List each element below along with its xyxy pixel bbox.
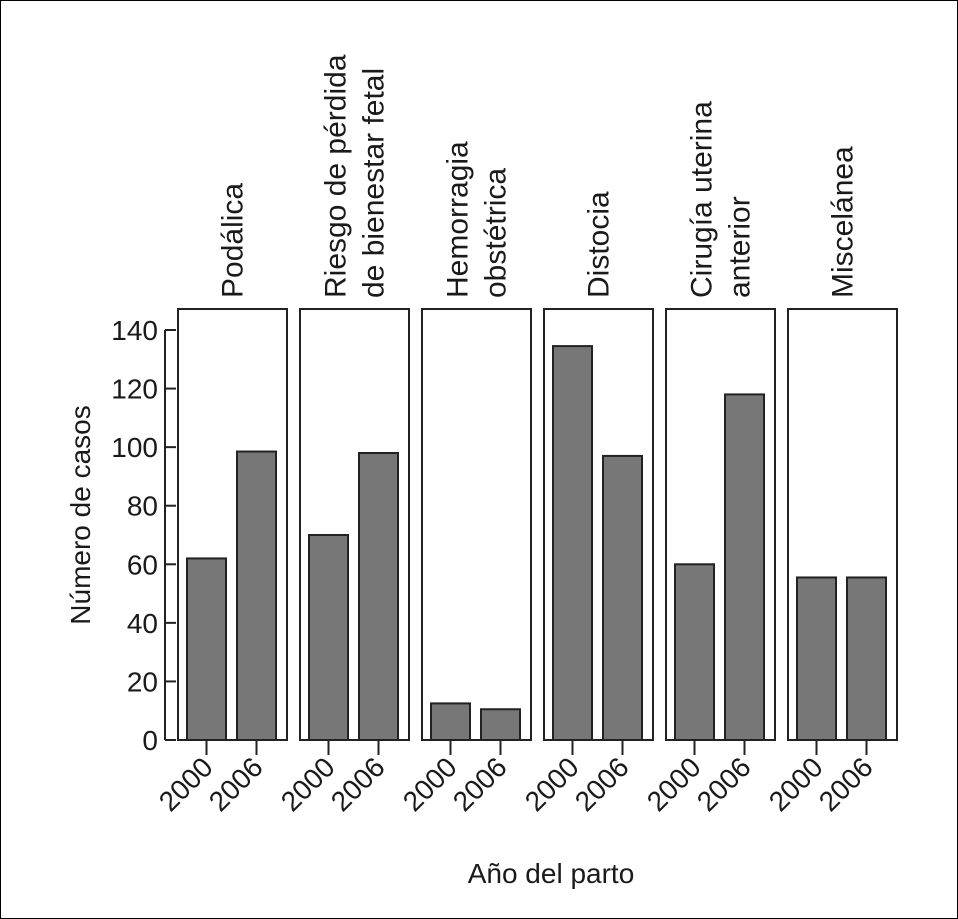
x-tick-label: 2000 <box>641 751 707 817</box>
bar <box>480 708 521 741</box>
panel-title: Miscelánea <box>827 146 860 298</box>
bar <box>724 393 765 741</box>
panel-border <box>299 308 410 741</box>
x-tick-label: 2006 <box>691 751 757 817</box>
bar <box>552 345 593 741</box>
y-tick-label: 100 <box>111 432 158 463</box>
panel-title: Hemorragia <box>442 141 475 298</box>
y-tick-label: 120 <box>111 374 158 405</box>
bar <box>846 576 887 742</box>
x-tick-label: 2006 <box>447 751 513 817</box>
panel-border <box>665 308 776 741</box>
y-tick-label: 80 <box>127 491 158 522</box>
bar <box>186 557 227 742</box>
x-tick-label: 2000 <box>397 751 463 817</box>
x-tick-label: 2006 <box>569 751 635 817</box>
y-axis-label: Número de casos <box>65 405 96 624</box>
bar <box>796 576 837 742</box>
bar <box>674 563 715 741</box>
y-tick-label: 140 <box>111 315 158 346</box>
panel-border <box>177 308 288 741</box>
panel-title: de bienestar fetal <box>358 68 391 298</box>
panel-border <box>543 308 654 741</box>
bar <box>358 452 399 741</box>
x-tick-label: 2006 <box>813 751 879 817</box>
bar <box>430 702 471 742</box>
y-tick-label: 60 <box>127 549 158 580</box>
x-tick-label: 2000 <box>519 751 585 817</box>
bar <box>236 450 277 741</box>
x-tick-label: 2000 <box>153 751 219 817</box>
bar <box>602 454 643 741</box>
panel-title: obstétrica <box>480 168 513 298</box>
panel-title: Podálica <box>217 183 250 298</box>
x-axis-label: Año del parto <box>468 858 635 889</box>
panel-title: anterior <box>724 196 757 298</box>
y-tick-label: 0 <box>142 725 158 756</box>
y-tick-label: 40 <box>127 608 158 639</box>
x-tick-label: 2006 <box>203 751 269 817</box>
panel-title: Riesgo de pérdida <box>320 54 353 298</box>
bar <box>308 534 349 741</box>
panel-border <box>787 308 898 741</box>
panel-title: Distocia <box>583 191 616 298</box>
panel-border <box>421 308 532 741</box>
y-tick-label: 20 <box>127 666 158 697</box>
x-tick-label: 2000 <box>275 751 341 817</box>
panel-title: Cirugía uterina <box>686 101 719 298</box>
x-tick-label: 2000 <box>763 751 829 817</box>
x-tick-label: 2006 <box>325 751 391 817</box>
